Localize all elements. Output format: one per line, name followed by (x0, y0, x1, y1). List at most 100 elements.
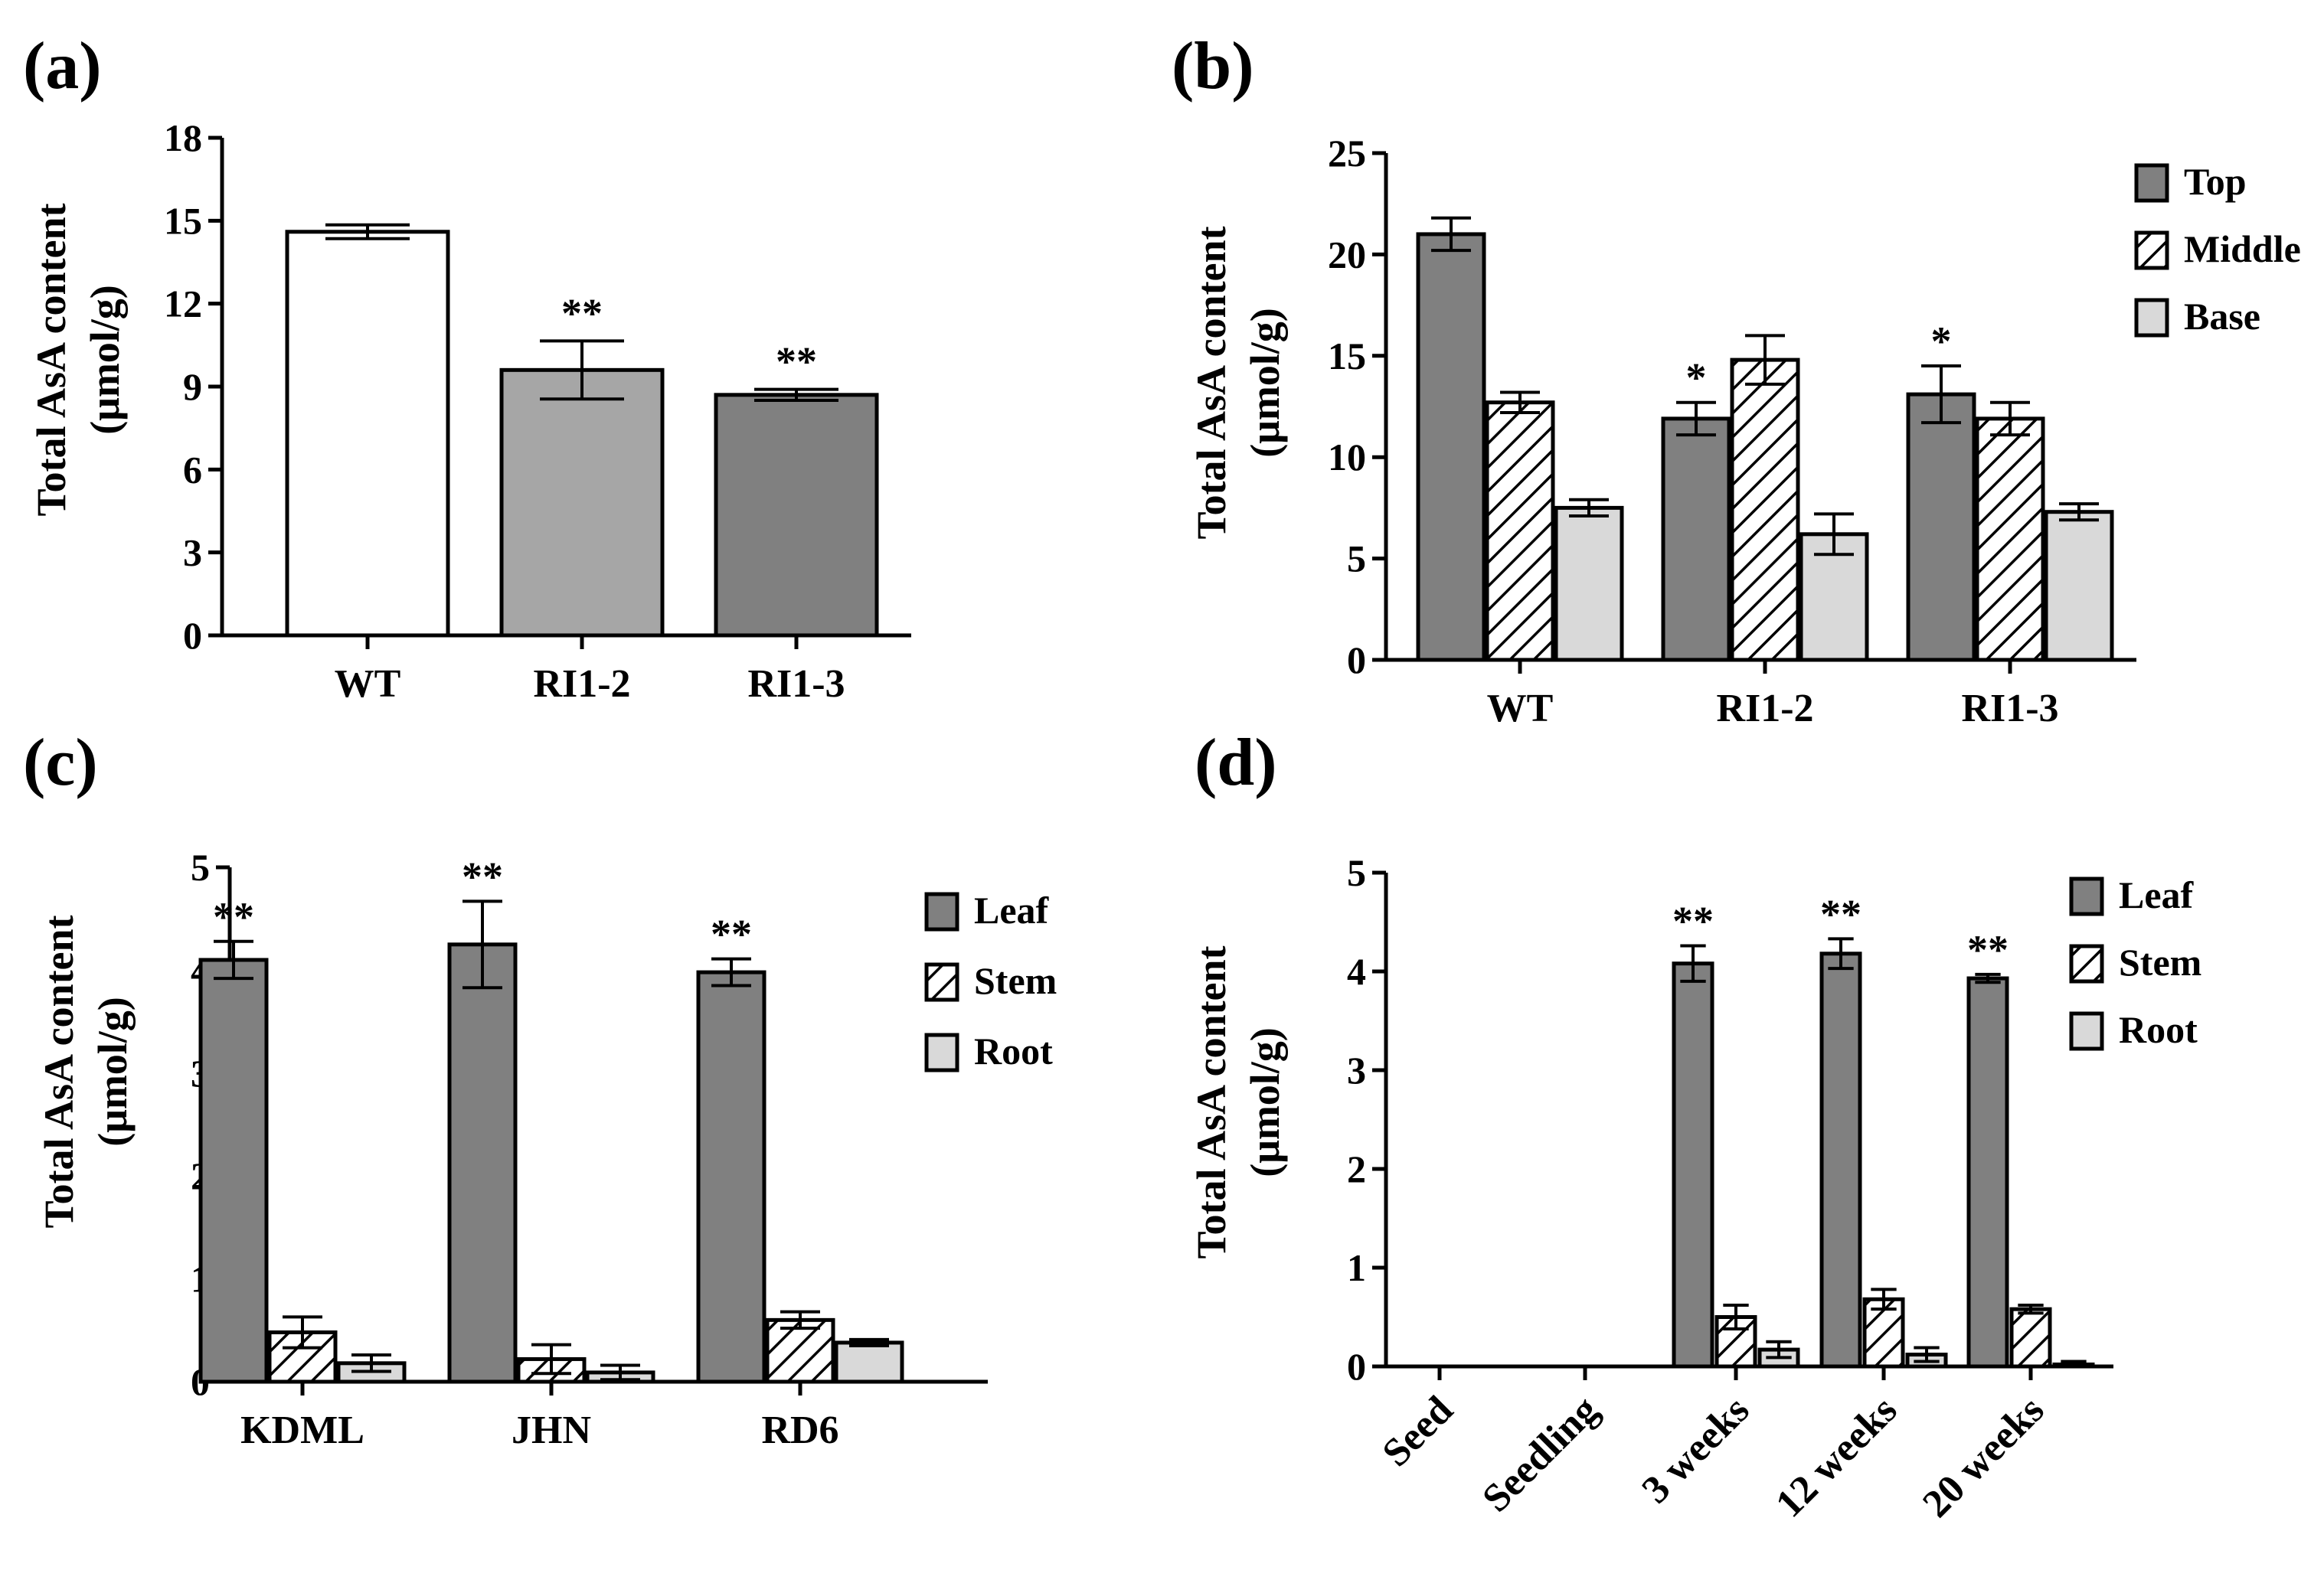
significance-label: ** (1672, 898, 1714, 944)
bar (1975, 416, 2045, 662)
bar (834, 1340, 904, 1384)
y-tick-label: 15 (164, 199, 202, 242)
bar (714, 393, 879, 638)
y-axis-title-line1: Total AsA content (36, 915, 82, 1228)
y-tick-label: 4 (1347, 950, 1366, 993)
significance-label: ** (462, 854, 503, 899)
legend-swatch (2069, 1011, 2104, 1051)
x-tick-label: 3 weeks (1634, 1388, 1758, 1512)
bar (2009, 1307, 2052, 1369)
panel-b: (b) Total AsA content (μmol/g) 0 5 10 15 20 2… (1172, 29, 2301, 730)
y-tick-label: 6 (183, 448, 202, 491)
y-axis-title-line2: (μmol/g) (82, 285, 128, 435)
legend-label: Stem (2119, 941, 2201, 984)
y-axis-title: Total AsA content (μmol/g) (1188, 226, 1288, 539)
y-axis-title-line1: Total AsA content (1188, 945, 1234, 1258)
y-axis-title-line2: (μmol/g) (90, 997, 136, 1147)
bar (1906, 392, 1976, 662)
panel-label: (d) (1195, 726, 1277, 800)
bar (696, 970, 766, 1384)
bar (765, 1317, 835, 1384)
y-tick-label: 5 (1347, 537, 1366, 580)
x-tick-label: RI1-3 (1961, 687, 2058, 730)
bar (1485, 400, 1555, 662)
legend: Top Middle Base (2134, 160, 2301, 338)
panel-label: (a) (23, 29, 102, 103)
panel-a: (a) Total AsA content (μmol/g) 0 3 6 9 12 15 1… (23, 29, 911, 706)
x-tick-label: 20 weeks (1914, 1388, 2052, 1526)
legend-label: Base (2184, 295, 2260, 338)
legend-swatch (924, 962, 959, 1002)
legend-swatch (2134, 230, 2169, 270)
legend-swatch (924, 892, 959, 932)
legend-swatch (924, 1033, 959, 1072)
legend-label: Stem (974, 959, 1057, 1002)
significance-label: ** (1820, 891, 1861, 937)
plot-area: 0 3 6 9 12 15 18 WT ** RI1-2 ** RI1-3 (164, 116, 911, 706)
panel-d: (d) Total AsA content (μmol/g) 0 1 2 3 4 5 See… (1188, 726, 2201, 1526)
significance-label: * (1931, 318, 1952, 364)
significance-label: * (1686, 355, 1707, 401)
y-tick-label: 0 (1347, 1345, 1366, 1388)
x-tick-label: JHN (512, 1409, 591, 1452)
y-axis-title: Total AsA content (μmol/g) (28, 203, 128, 516)
bar (1672, 961, 1714, 1369)
bar (198, 958, 269, 1384)
y-tick-label: 12 (164, 282, 202, 325)
x-tick-label: RI1-3 (747, 662, 845, 706)
y-tick-label: 1 (1347, 1246, 1366, 1289)
legend-label: Middle (2184, 227, 2301, 270)
significance-label: ** (1967, 927, 2009, 973)
y-tick-label: 0 (183, 614, 202, 657)
panel-label: (b) (1172, 29, 1254, 103)
bar (1730, 357, 1800, 662)
y-tick-label: 0 (1347, 638, 1366, 681)
x-tick-label: Seed (1374, 1388, 1462, 1475)
bar (1416, 232, 1486, 662)
legend-label: Top (2184, 160, 2247, 203)
bar (1966, 976, 2009, 1369)
y-axis-title-line1: Total AsA content (28, 203, 74, 516)
x-tick-label: RI1-2 (533, 662, 630, 706)
legend-label: Root (974, 1030, 1053, 1072)
legend: Leaf Stem Root (924, 889, 1057, 1072)
bar (1819, 952, 1862, 1369)
legend-swatch (2069, 877, 2104, 916)
y-axis-title-line2: (μmol/g) (1242, 308, 1288, 458)
bar (447, 942, 518, 1384)
bar (285, 230, 450, 638)
x-tick-label: KDML (240, 1409, 364, 1452)
significance-label: ** (213, 894, 254, 940)
y-tick-label: 3 (1347, 1049, 1366, 1092)
y-axis-title-line2: (μmol/g) (1242, 1027, 1288, 1177)
x-tick-label: RD6 (761, 1409, 838, 1452)
y-axis-title: Total AsA content (μmol/g) (36, 915, 136, 1228)
y-tick-label: 20 (1328, 233, 1366, 276)
bar (1554, 505, 1624, 662)
legend-label: Root (2119, 1008, 2198, 1051)
legend-swatch (2069, 944, 2104, 984)
x-tick-label: 12 weeks (1767, 1388, 1905, 1526)
significance-label: ** (561, 290, 603, 336)
y-tick-label: 3 (183, 531, 202, 574)
significance-label: ** (776, 339, 817, 385)
y-axis-title: Total AsA content (μmol/g) (1188, 945, 1288, 1258)
legend: Leaf Stem Root (2069, 873, 2201, 1051)
y-tick-label: 5 (1347, 851, 1366, 894)
panel-label: (c) (23, 726, 98, 800)
y-tick-label: 9 (183, 365, 202, 408)
x-tick-label: Seedling (1474, 1388, 1607, 1520)
panel-c: (c) Total AsA content (μmol/g) 012345**K… (23, 726, 1057, 1452)
significance-label: ** (711, 912, 752, 958)
legend-label: Leaf (974, 889, 1050, 932)
bar (2044, 510, 2114, 662)
bar (1661, 416, 1731, 662)
y-tick-label: 15 (1328, 335, 1366, 377)
x-tick-label: RI1-2 (1716, 687, 1813, 730)
x-tick-label: WT (335, 662, 401, 706)
x-tick-label: WT (1487, 687, 1554, 730)
y-tick-label: 18 (164, 116, 202, 159)
legend-label: Leaf (2119, 873, 2195, 916)
